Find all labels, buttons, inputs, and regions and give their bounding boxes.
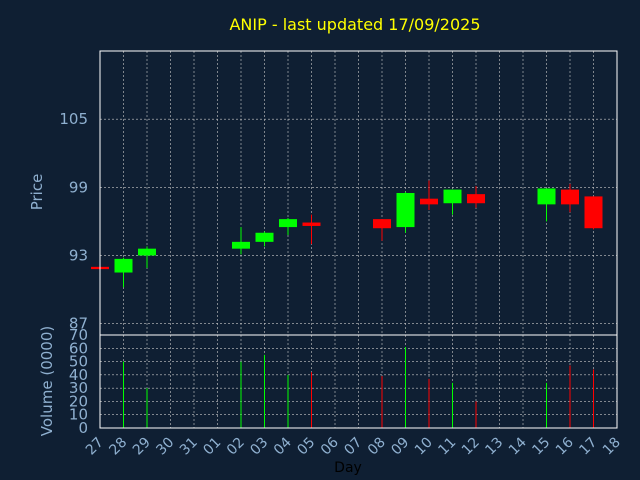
x-tick-label: 28 — [106, 435, 130, 459]
x-tick-label: 03 — [247, 435, 271, 459]
candle-body — [232, 241, 250, 249]
x-tick-label: 12 — [459, 435, 483, 459]
candle — [467, 186, 485, 208]
candle — [537, 188, 556, 222]
day-axis-label: Day — [334, 460, 362, 476]
candle — [138, 246, 156, 268]
candle-body — [467, 194, 485, 204]
candle — [420, 180, 438, 211]
x-tick-label: 16 — [553, 434, 577, 458]
x-tick-label: 01 — [200, 435, 224, 459]
volume-grid — [100, 335, 617, 428]
volume-tick-label: 20 — [69, 392, 88, 410]
candle — [561, 183, 579, 213]
candle — [396, 191, 415, 233]
x-tick-label: 02 — [224, 435, 248, 459]
candle — [584, 196, 603, 230]
candle — [232, 227, 250, 255]
volume-tick-label: 40 — [69, 366, 88, 384]
volume-tick-label: 30 — [69, 379, 88, 397]
x-tick-label: 09 — [388, 435, 412, 459]
chart-title: ANIP - last updated 17/09/2025 — [229, 15, 480, 34]
volume-tick-label: 60 — [69, 339, 88, 357]
price-tick-label: 87 — [69, 315, 88, 333]
candle-body — [443, 189, 462, 204]
x-tick-label: 05 — [294, 435, 318, 459]
candle-body — [302, 222, 321, 226]
candle-body — [561, 189, 579, 205]
candle — [443, 189, 462, 215]
candle-body — [255, 232, 274, 242]
x-tick-label: 18 — [600, 435, 624, 459]
candle — [302, 214, 321, 245]
x-tick-label: 06 — [318, 434, 342, 458]
x-tick-label: 14 — [506, 434, 530, 458]
x-tick-label: 07 — [341, 435, 365, 459]
candle — [373, 219, 391, 241]
x-tick-label: 15 — [529, 435, 553, 459]
volume-tick-label: 50 — [69, 353, 88, 371]
x-tick-label: 08 — [365, 435, 389, 459]
price-tick-label: 93 — [69, 246, 88, 264]
volume-tick-label: 70 — [69, 326, 88, 344]
candle — [255, 231, 274, 247]
x-tick-label: 17 — [576, 435, 600, 459]
volume-tick-label: 0 — [78, 419, 88, 437]
x-tick-labels: 27 28 29 30 31 01 02 03 04 05 06 07 08 09 10 11 12 13 14 15… — [83, 434, 624, 458]
x-tick-label: 04 — [271, 434, 295, 458]
x-tick-label: 31 — [177, 435, 201, 459]
x-tick-label: 13 — [482, 435, 506, 459]
x-tick-label: 10 — [412, 435, 436, 459]
x-tick-label: 30 — [153, 435, 177, 459]
candle-body — [114, 258, 133, 273]
price-axis-label: Price — [28, 174, 46, 211]
candle — [279, 217, 297, 236]
candle-body — [537, 188, 556, 205]
candles — [91, 180, 603, 288]
volume-panel-frame — [99, 334, 618, 429]
x-tick-label: 27 — [83, 435, 107, 459]
candle-body — [279, 219, 297, 228]
candle-body — [373, 219, 391, 229]
price-y-ticks: 87 93 99 105 — [59, 110, 88, 332]
candle-body — [138, 248, 156, 256]
volume-bars — [123, 346, 594, 428]
price-tick-label: 99 — [69, 178, 88, 196]
volume-axis-label: Volume (0000) — [38, 326, 56, 436]
x-tick-label: 11 — [435, 435, 459, 459]
candle-body — [584, 196, 603, 229]
candle-body — [420, 198, 438, 205]
volume-tick-label: 10 — [69, 406, 88, 424]
x-tick-label: 29 — [130, 435, 154, 459]
price-tick-label: 105 — [59, 110, 88, 128]
candle-body — [396, 193, 415, 228]
candle — [114, 257, 133, 288]
